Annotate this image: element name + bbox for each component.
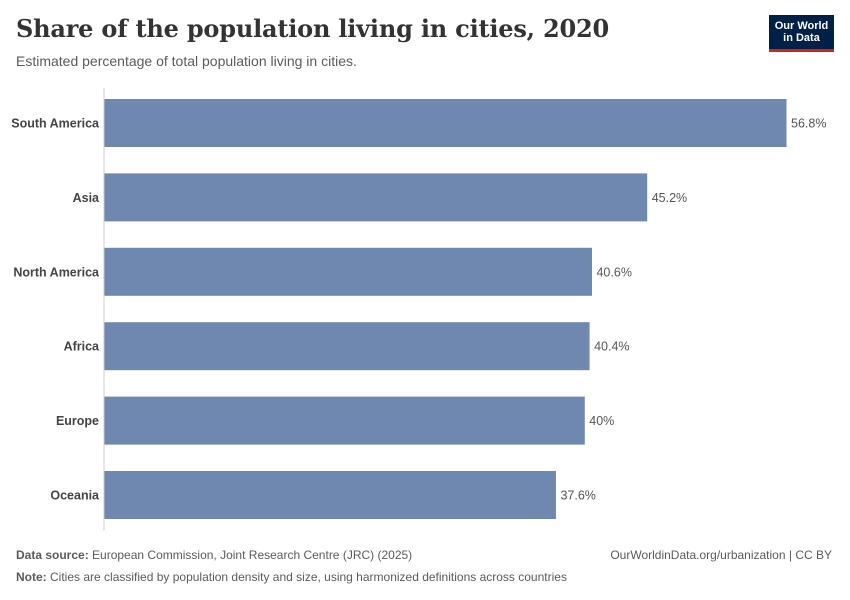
- category-label: Oceania: [50, 489, 100, 503]
- bar-chart: South America 56.8% Asia 45.2% North America…: [11, 88, 826, 530]
- note-label: Note:: [16, 570, 47, 584]
- logo-line-2: in Data: [783, 32, 820, 44]
- data-source: Data source: European Commission, Joint …: [16, 548, 412, 562]
- value-label: 40.6%: [596, 265, 631, 279]
- bar-europe[interactable]: [104, 396, 585, 445]
- data-source-text: European Commission, Joint Research Cent…: [88, 548, 413, 562]
- logo-line-1: Our World: [774, 20, 829, 32]
- chart-subtitle: Estimated percentage of total population…: [16, 53, 357, 69]
- bar-oceania[interactable]: [104, 471, 556, 519]
- value-label: 45.2%: [652, 191, 687, 205]
- owid-logo[interactable]: Our World in Data: [769, 15, 834, 52]
- data-source-label: Data source:: [16, 548, 89, 562]
- category-label: Europe: [56, 414, 99, 428]
- bar-africa[interactable]: [104, 322, 590, 371]
- bar-north-america[interactable]: [104, 247, 592, 296]
- value-label: 56.8%: [791, 117, 826, 131]
- value-label: 40%: [589, 414, 614, 428]
- bar-asia[interactable]: [104, 173, 648, 222]
- value-label: 37.6%: [560, 489, 595, 503]
- category-label: North America: [13, 265, 100, 279]
- category-label: South America: [11, 117, 100, 131]
- credit-link[interactable]: OurWorldinData.org/urbanization | CC BY: [610, 548, 832, 562]
- chart-title: Share of the population living in cities…: [16, 14, 609, 43]
- note-text: Cities are classified by population dens…: [46, 570, 567, 584]
- category-label: Africa: [64, 340, 100, 354]
- category-label: Asia: [73, 191, 100, 205]
- bar-south-america[interactable]: [104, 99, 787, 147]
- value-label: 40.4%: [594, 340, 629, 354]
- chart-note: Note: Cities are classified by populatio…: [16, 570, 567, 584]
